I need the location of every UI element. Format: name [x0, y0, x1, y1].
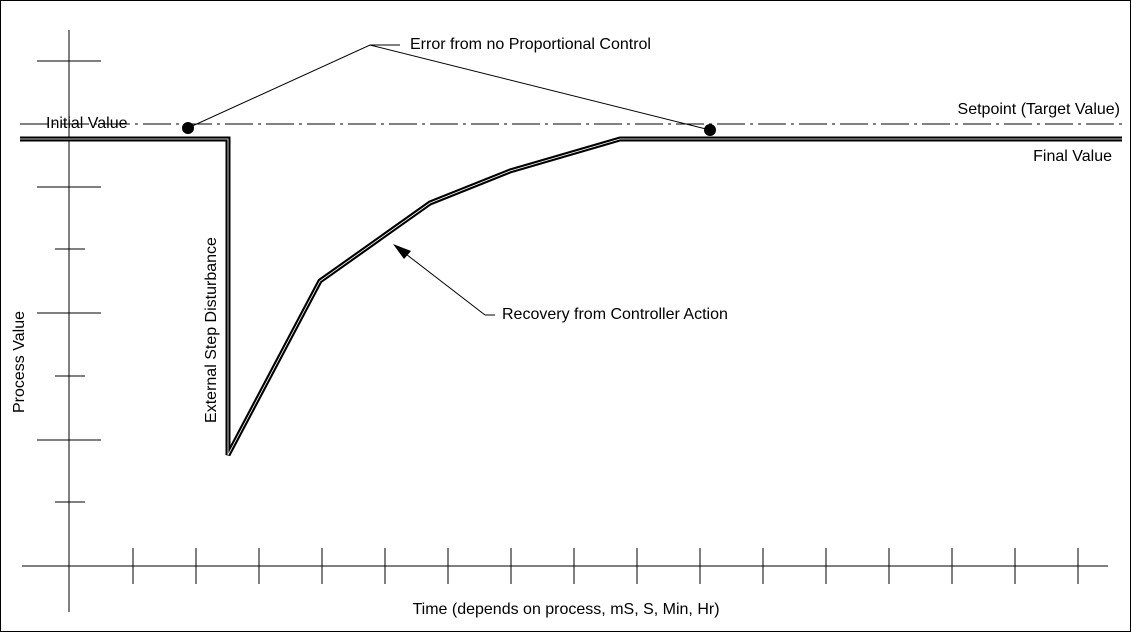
y-axis-label: Process Value: [11, 311, 28, 413]
response-curve-inner: [20, 138, 1122, 456]
setpoint-label: Setpoint (Target Value): [958, 101, 1120, 118]
arrow-head: [393, 244, 411, 259]
disturbance-label: External Step Disturbance: [203, 237, 220, 423]
recovery-label: Recovery from Controller Action: [502, 306, 728, 323]
axes: [22, 30, 1108, 612]
initial-label: Initial Value: [46, 115, 128, 132]
recovery-arrow: [401, 250, 486, 316]
final-label: Final Value: [1033, 148, 1112, 165]
error-label: Error from no Proportional Control: [410, 36, 651, 53]
x-axis-label: Time (depends on process, mS, S, Min, Hr…: [412, 601, 719, 618]
